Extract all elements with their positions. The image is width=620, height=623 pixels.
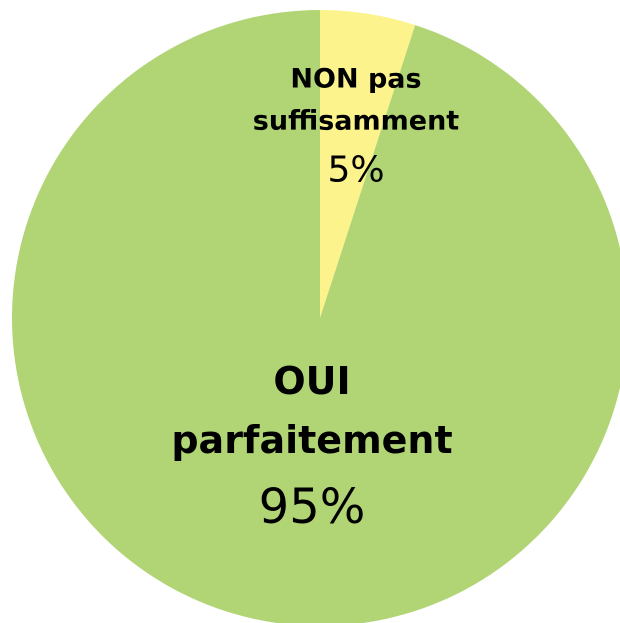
pie-slice — [12, 10, 620, 623]
pie-slice — [320, 10, 416, 318]
category-label: NON pas suffisamment — [252, 63, 460, 137]
value-label: 5% — [327, 148, 385, 190]
slice-label: OUI parfaitement 95% — [147, 352, 477, 544]
slice-label: NON pas suffisamment 5% — [231, 58, 481, 197]
value-label: 95% — [258, 478, 366, 535]
category-label: OUI parfaitement — [171, 358, 453, 462]
